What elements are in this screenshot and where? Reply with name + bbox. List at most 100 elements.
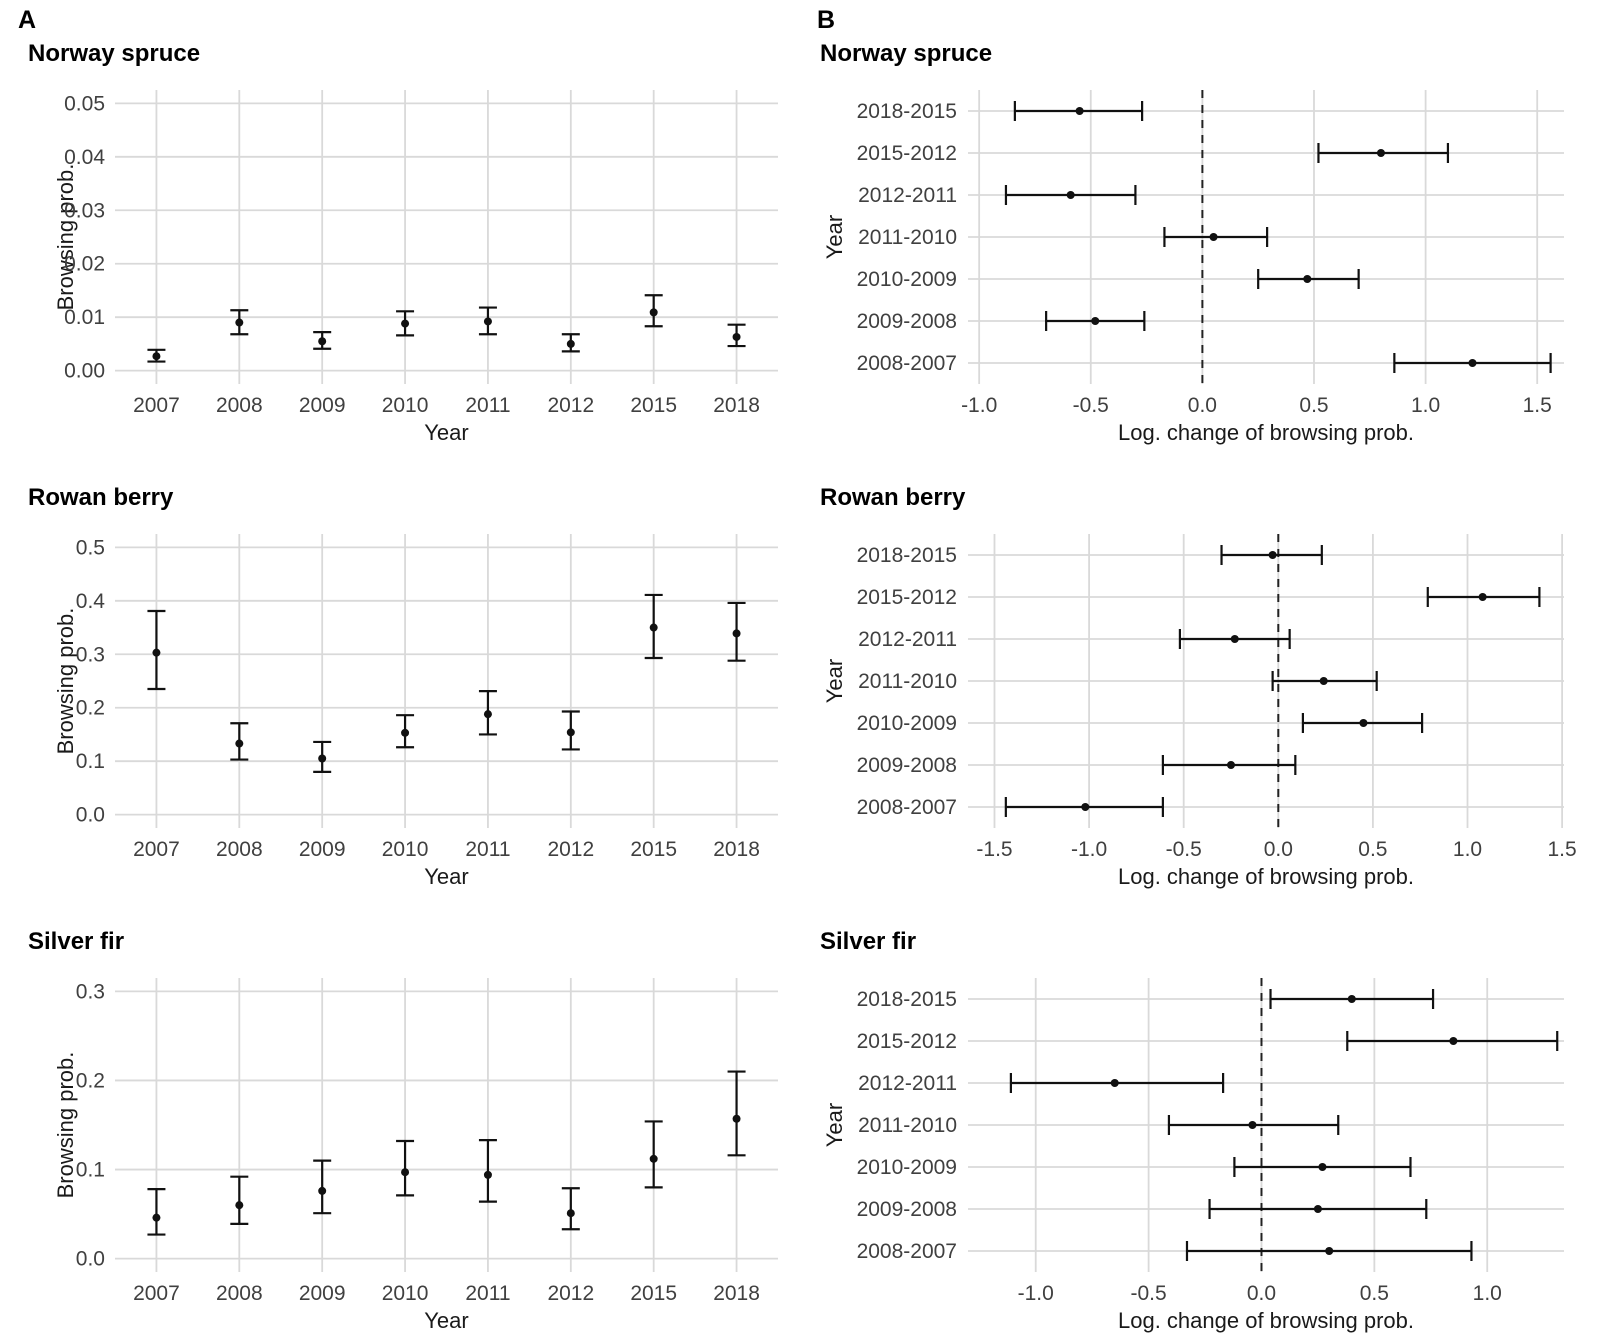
pointrange-2018: [727, 323, 746, 348]
axis-tick-label: 2009: [299, 1282, 346, 1305]
plot-area-silver-fir-prob: 0.0 0.1 0.2 0.3 2007 2008 2009 2010 2011 2012 2015…: [76, 978, 778, 1305]
point-estimate: [732, 629, 741, 638]
pointrange-2008-2007: [1185, 1241, 1473, 1261]
axis-tick-label: 2008-2007: [857, 1240, 957, 1263]
panel-title: Silver fir: [28, 928, 125, 955]
point-estimate: [483, 317, 492, 326]
plot-area-rowan-berry-change: 2018-2015 2015-2012 2012-2011 2011-2010 2010…: [857, 534, 1577, 861]
pointrange-2015: [644, 294, 663, 328]
pointrange-2008: [230, 722, 249, 761]
x-axis-title: Log. change of browsing prob.: [1118, 864, 1414, 889]
axis-tick-label: 0.5: [1360, 1282, 1389, 1305]
panel-title: Silver fir: [820, 928, 917, 955]
point-estimate: [318, 754, 327, 763]
plot-area-norway-spruce-prob: 0.00 0.01 0.02 0.03 0.04 0.05 2007 2008 2009 2010…: [64, 90, 778, 417]
axis-tick-label: 1.0: [1411, 394, 1440, 417]
panel-a-norway-spruce: A Norway spruce Browsing prob. 0.00 0.01 0…: [0, 0, 799, 445]
point-estimate: [1313, 1205, 1322, 1213]
axis-tick-label: 2018-2015: [857, 988, 957, 1011]
pointrange-2012-2011: [1178, 629, 1291, 649]
panel-title: Norway spruce: [820, 40, 993, 67]
point-estimate: [649, 308, 658, 317]
axis-tick-label: 2009-2008: [857, 754, 957, 777]
axis-tick-label: -1.0: [1018, 1282, 1054, 1305]
point-estimate: [235, 739, 244, 748]
axis-tick-label: 2007: [133, 1282, 180, 1305]
axis-tick-label: 2015: [630, 838, 677, 861]
pointrange-2012: [561, 1187, 580, 1231]
axis-tick-label: 2011: [465, 1282, 510, 1305]
pointrange-2007: [147, 348, 166, 363]
panel-title: Rowan berry: [28, 484, 174, 511]
pointrange-2007: [147, 609, 166, 691]
plot-area-silver-fir-change: 2018-2015 2015-2012 2012-2011 2011-2010 2010…: [857, 978, 1564, 1305]
axis-tick-label: 2011: [465, 838, 510, 861]
axis-tick-label: 1.5: [1523, 394, 1552, 417]
pointrange-2008: [230, 309, 249, 336]
point-estimate: [649, 623, 658, 632]
panel-b-rowan-berry: Rowan berry Year 2018-2015 2015-2012 2012-…: [799, 444, 1598, 889]
point-estimate: [235, 1201, 244, 1210]
axis-tick-label: 0.05: [64, 92, 105, 115]
pointrange-2011-2010: [1167, 1115, 1340, 1135]
pointrange-2010-2009: [1301, 713, 1424, 733]
axis-tick-label: 0.0: [76, 804, 105, 827]
panel-b-silver-fir: Silver fir Year 2018-2015 2015-2012 2012-2…: [799, 888, 1598, 1333]
point-estimate: [318, 337, 327, 346]
pointrange-2008-2007: [1004, 797, 1164, 817]
x-axis-title: Year: [424, 420, 469, 445]
pointrange-2012-2011: [1004, 185, 1137, 205]
pointrange-2018: [727, 1070, 746, 1157]
point-estimate: [1449, 1037, 1458, 1045]
point-estimate: [649, 1154, 658, 1163]
axis-tick-label: 0.1: [76, 1159, 105, 1182]
point-estimate: [1075, 107, 1084, 115]
pointrange-2009: [313, 331, 332, 350]
point-estimate: [401, 1168, 410, 1177]
axis-tick-label: 2010-2009: [857, 1156, 957, 1179]
point-estimate: [483, 710, 492, 719]
pointrange-2015-2012: [1426, 587, 1541, 607]
axis-tick-label: -0.5: [1073, 394, 1109, 417]
axis-tick-label: 0.0: [76, 1248, 105, 1271]
axis-tick-label: 0.2: [76, 697, 105, 720]
pointrange-2007: [147, 1188, 166, 1236]
point-estimate: [1248, 1121, 1257, 1129]
axis-tick-label: 0.01: [64, 306, 105, 329]
axis-tick-label: 1.5: [1548, 838, 1577, 861]
pointrange-2009: [313, 740, 332, 773]
axis-tick-label: 0.3: [76, 643, 105, 666]
pointrange-2018-2015: [1013, 101, 1144, 121]
point-estimate: [1209, 233, 1218, 241]
axis-tick-label: 2015-2012: [857, 1030, 957, 1053]
pointrange-2015-2012: [1346, 1031, 1559, 1051]
pointrange-2010-2009: [1257, 269, 1360, 289]
axis-tick-label: 0.5: [1358, 838, 1387, 861]
pointrange-2009-2008: [1208, 1199, 1428, 1219]
point-estimate: [483, 1170, 492, 1179]
axis-tick-label: 2011-2010: [858, 226, 957, 249]
axis-tick-label: 2009-2008: [857, 1198, 957, 1221]
axis-tick-label: 0.04: [64, 146, 105, 169]
point-estimate: [235, 318, 244, 327]
pointrange-2015: [644, 1120, 663, 1189]
x-axis-title: Log. change of browsing prob.: [1118, 1308, 1414, 1333]
pointrange-2012: [561, 333, 580, 353]
point-estimate: [1478, 593, 1487, 601]
point-estimate: [318, 1186, 327, 1195]
x-axis-title: Year: [424, 1308, 469, 1333]
pointrange-2011-2010: [1163, 227, 1269, 247]
panel-b-norway-spruce: B Norway spruce Year 2018-2015 2015-2012 2…: [799, 0, 1598, 445]
axis-tick-label: 2015-2012: [857, 142, 957, 165]
axis-tick-label: 2010-2009: [857, 268, 957, 291]
point-estimate: [1091, 317, 1100, 325]
point-estimate: [732, 332, 741, 341]
panel-title: Norway spruce: [28, 40, 201, 67]
axis-tick-label: 2018: [713, 1282, 760, 1305]
axis-tick-label: 2008: [216, 838, 263, 861]
pointrange-2008-2007: [1393, 353, 1552, 373]
point-estimate: [1230, 635, 1239, 643]
point-estimate: [1325, 1247, 1334, 1255]
axis-tick-label: 2012: [547, 1282, 594, 1305]
